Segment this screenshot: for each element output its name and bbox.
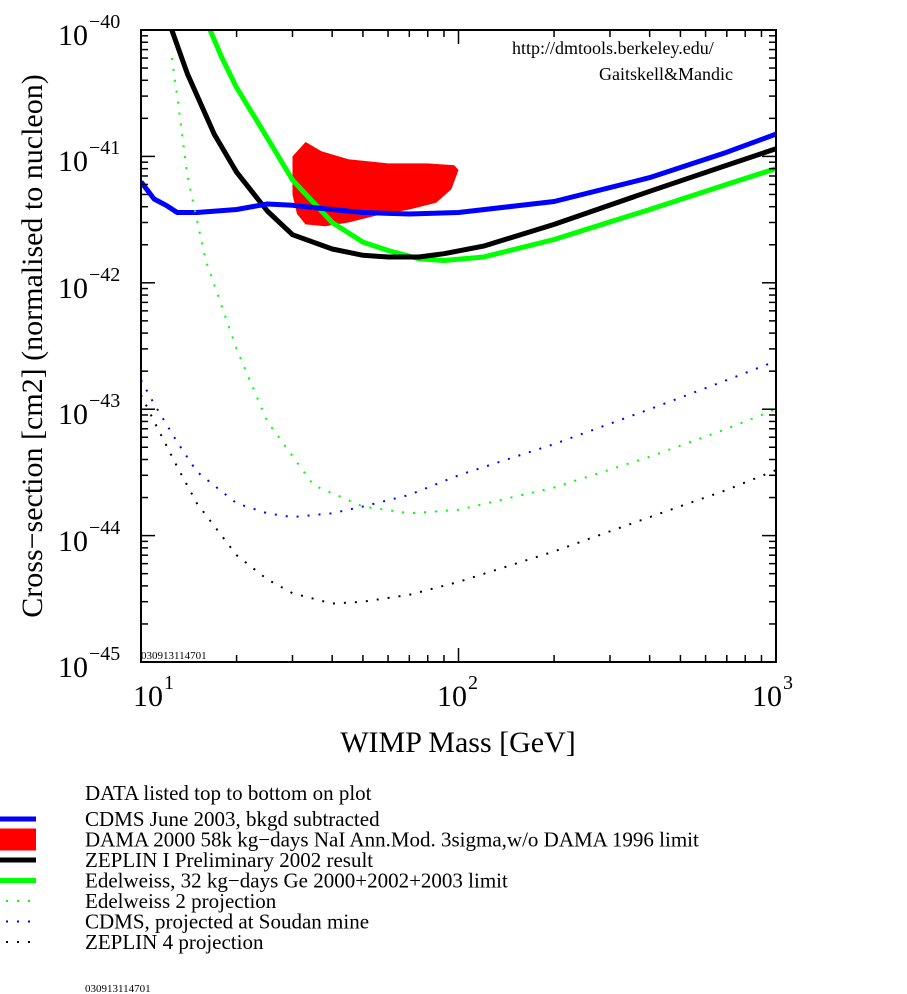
legend-label-2: ZEPLIN I Preliminary 2002 result xyxy=(85,848,373,872)
series-dama-2000-58k-kg-days-nai-ann-mod-3sigma xyxy=(292,142,459,227)
legend-entry-0: CDMS June 2003, bkgd subtracted xyxy=(0,807,380,831)
legend-entry-2: ZEPLIN I Preliminary 2002 result xyxy=(0,848,373,872)
y-tick-label-minus42: 10 −42 xyxy=(58,264,120,305)
x-tick-label-3: 10 3 xyxy=(752,672,793,713)
svg-text:10: 10 xyxy=(58,525,88,558)
y-tick-label-minus41: 10 −41 xyxy=(58,137,120,178)
x-axis-title: WIMP Mass [GeV] xyxy=(340,726,576,759)
legend-entry-1: DAMA 2000 58k kg−days NaI Ann.Mod. 3sigm… xyxy=(0,828,699,852)
legend: DATA listed top to bottom on plot CDMS J… xyxy=(0,781,699,994)
series-cdms-june-2003-bkgd-subtracted xyxy=(141,131,776,217)
svg-text:−41: −41 xyxy=(89,137,120,159)
svg-text:10: 10 xyxy=(437,680,467,713)
legend-label-6: ZEPLIN 4 projection xyxy=(85,930,264,954)
credit-annotation: Gaitskell&Mandic xyxy=(599,64,733,84)
legend-label-0: CDMS June 2003, bkgd subtracted xyxy=(85,807,380,831)
y-tick-label-minus45: 10 −45 xyxy=(58,643,120,684)
svg-text:−42: −42 xyxy=(89,264,120,286)
url-annotation: http://dmtools.berkeley.edu/ xyxy=(512,38,714,58)
svg-text:10: 10 xyxy=(58,398,88,431)
svg-text:3: 3 xyxy=(783,672,793,694)
plot-annotations: http://dmtools.berkeley.edu/ Gaitskell&M… xyxy=(141,38,733,662)
legend-entry-5: CDMS, projected at Soudan mine xyxy=(6,910,369,934)
x-tick-label-1: 10 1 xyxy=(133,672,174,713)
svg-text:10: 10 xyxy=(58,651,88,684)
svg-text:−43: −43 xyxy=(89,390,120,412)
series-cdms-projected-at-soudan-mine xyxy=(141,360,776,519)
svg-text:10: 10 xyxy=(58,145,88,178)
x-tick-label-2: 10 2 xyxy=(437,672,478,713)
legend-entry-6: ZEPLIN 4 projection xyxy=(6,930,264,954)
plot-frame xyxy=(140,29,777,663)
legend-entry-4: Edelweiss 2 projection xyxy=(6,889,277,913)
legend-header: DATA listed top to bottom on plot xyxy=(85,781,372,805)
svg-text:10: 10 xyxy=(133,680,163,713)
svg-text:2: 2 xyxy=(468,672,478,694)
legend-label-5: CDMS, projected at Soudan mine xyxy=(85,910,369,934)
svg-text:1: 1 xyxy=(164,672,174,694)
legend-swatch-1 xyxy=(0,828,36,851)
legend-footer: 030913114701 xyxy=(85,983,151,994)
legend-label-3: Edelweiss, 32 kg−days Ge 2000+2002+2003 … xyxy=(85,869,508,893)
y-axis-title: Cross−section [cm2] (normalised to nucle… xyxy=(16,74,49,617)
y-tick-label-minus40: 10 −40 xyxy=(58,11,120,52)
svg-text:10: 10 xyxy=(58,19,88,52)
y-tick-label-minus43: 10 −43 xyxy=(58,390,120,431)
svg-text:−44: −44 xyxy=(89,517,120,539)
axis-ticks xyxy=(140,30,776,663)
svg-text:−40: −40 xyxy=(89,11,120,33)
plot-series xyxy=(141,30,776,605)
series-zeplin-4-projection xyxy=(141,394,776,605)
svg-text:−45: −45 xyxy=(89,643,120,665)
series-edelweiss-32-kg-days-ge-2000-2002-2003-l xyxy=(207,30,776,263)
legend-label-1: DAMA 2000 58k kg−days NaI Ann.Mod. 3sigm… xyxy=(85,828,699,852)
y-tick-label-minus44: 10 −44 xyxy=(58,517,120,558)
svg-text:10: 10 xyxy=(58,272,88,305)
series-edelweiss-2-projection xyxy=(170,57,776,515)
svg-text:10: 10 xyxy=(752,680,782,713)
series-zeplin-i-preliminary-2002-result xyxy=(169,30,776,260)
plot-id-label: 030913114701 xyxy=(141,650,207,662)
legend-entry-3: Edelweiss, 32 kg−days Ge 2000+2002+2003 … xyxy=(0,869,508,893)
legend-label-4: Edelweiss 2 projection xyxy=(85,889,277,913)
